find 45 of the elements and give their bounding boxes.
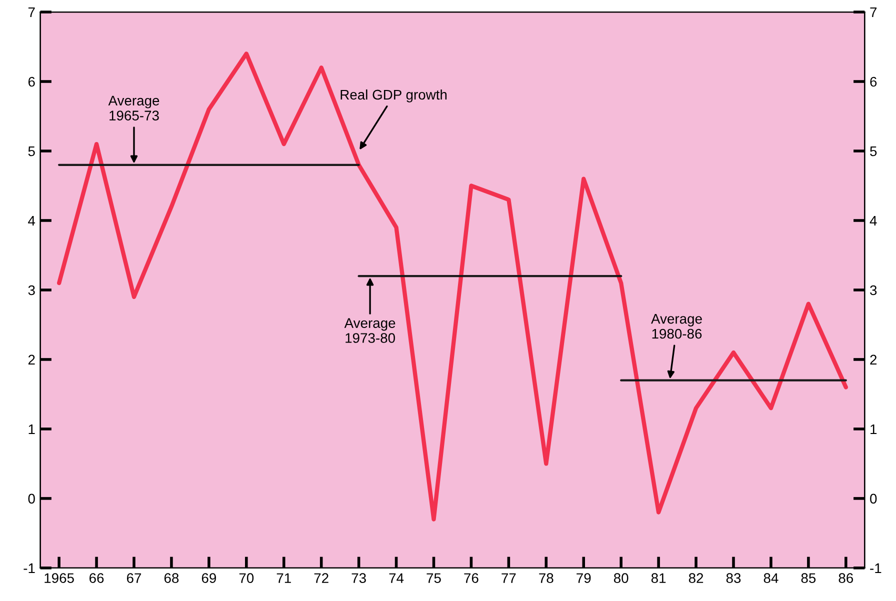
x-tick-label: 76 [464,573,478,584]
x-tick-label: 68 [164,573,179,584]
x-tick-label: 81 [651,573,666,584]
y2-tick-label: 5 [870,146,877,156]
annotation: Real GDP growth [340,89,447,102]
x-tick-label: 70 [239,573,254,584]
x-tick-label: 85 [801,573,816,584]
x-tick-label: 84 [764,573,778,584]
annotation: Average 1965-73 [108,96,160,120]
x-tick-label: 86 [838,573,854,584]
y2-tick-label: -1 [870,563,882,573]
y-tick-label: 0 [28,494,35,504]
y-tick-label: 3 [28,285,35,296]
line-series [56,52,848,522]
y-tick-label: 7 [28,7,35,18]
x-tick-label: 77 [502,573,516,583]
y-tick-label: 6 [28,76,35,87]
y-tick-label: 2 [28,354,35,365]
y2-tick-label: 3 [870,285,877,296]
y-tick-label: 4 [28,216,36,226]
y2-tick-label: 6 [870,76,877,87]
y2-tick-label: 7 [870,7,877,18]
y2-tick-label: 2 [870,354,877,365]
y2-tick-label: 1 [870,424,877,434]
x-tick-label: 78 [539,573,554,584]
y-tick-label: -1 [24,563,35,573]
x-tick-label: 75 [426,573,441,584]
x-tick-label: 79 [576,573,591,584]
y2-tick-label: 0 [870,494,877,504]
x-tick-label: 73 [352,573,366,584]
x-tick-label: 80 [614,573,628,584]
y-tick-label: 5 [28,146,35,156]
x-tick-label: 69 [202,573,216,584]
x-tick-label: 83 [726,573,741,584]
x-tick-label: 1965 [44,573,74,584]
x-tick-label: 74 [389,573,404,583]
x-tick-label: 71 [276,573,291,583]
y2-tick-label: 4 [870,216,877,226]
x-tick-label: 67 [126,573,142,584]
annotation: Average 1980-86 [651,314,702,339]
y-tick-label: 1 [28,424,35,434]
x-tick-label: 72 [314,573,328,583]
x-tick-label: 82 [688,573,704,584]
annotation: Average 1973-80 [344,318,396,343]
x-tick-label: 66 [90,573,104,584]
